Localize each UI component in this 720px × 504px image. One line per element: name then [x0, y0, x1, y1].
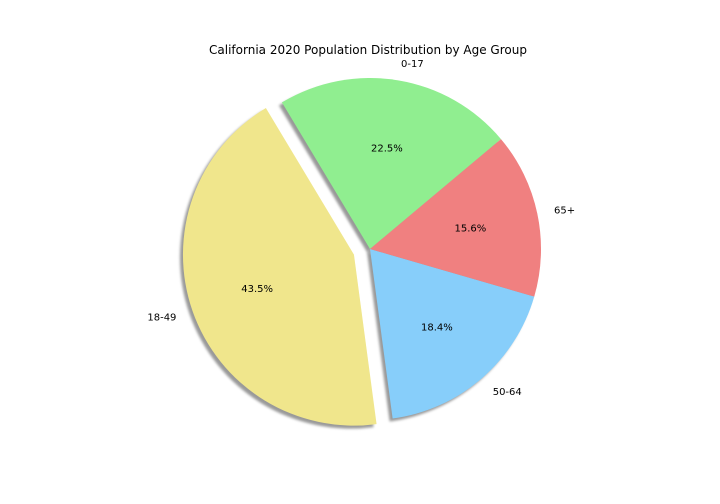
slice-65plus — [370, 139, 541, 297]
slice-label-0-17: 0-17 — [401, 59, 424, 70]
slice-percent-65plus: 15.6% — [454, 223, 486, 234]
slice-percent-0-17: 22.5% — [371, 143, 403, 154]
slice-percent-50-64: 18.4% — [421, 322, 453, 333]
slice-percent-labels: 22.5% 43.5% 18.4% 15.6% — [241, 143, 486, 333]
slice-label-18-49: 18-49 — [147, 312, 176, 323]
slice-0-17 — [281, 77, 501, 249]
slice-labels: 0-17 18-49 50-64 65+ — [147, 59, 575, 398]
slice-percent-18-49: 43.5% — [241, 284, 273, 295]
slice-18-49 — [182, 108, 377, 426]
slice-label-65plus: 65+ — [554, 206, 575, 217]
chart-title: California 2020 Population Distribution … — [209, 43, 527, 57]
pie-slices — [182, 77, 541, 426]
slice-label-50-64: 50-64 — [493, 387, 522, 398]
slice-50-64 — [370, 249, 535, 419]
